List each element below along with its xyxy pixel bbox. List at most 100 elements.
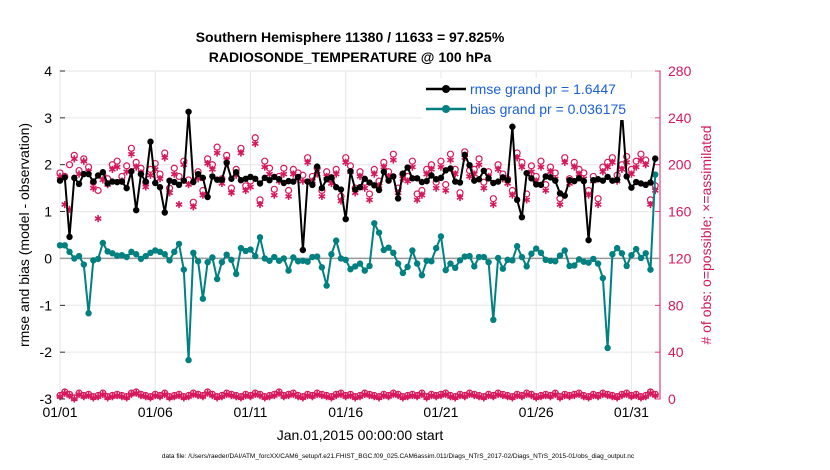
obs-assimilated-marker bbox=[237, 149, 245, 157]
bias-point bbox=[299, 257, 307, 264]
bias-point bbox=[442, 266, 449, 274]
bias-point bbox=[252, 252, 259, 260]
obs-assimilated-marker bbox=[213, 149, 221, 157]
rmse-point bbox=[123, 184, 130, 192]
rmse-point bbox=[652, 155, 659, 162]
bias-point bbox=[380, 246, 388, 254]
bias-point bbox=[199, 295, 207, 302]
y-right-tick-label: 0 bbox=[668, 391, 676, 407]
bias-point bbox=[266, 257, 273, 264]
rmse-point bbox=[518, 213, 526, 221]
rmse-point bbox=[232, 169, 240, 176]
obs-assimilated-marker bbox=[94, 215, 102, 223]
rmse-point bbox=[332, 184, 340, 191]
bias-point bbox=[552, 258, 559, 265]
bias-point bbox=[413, 260, 421, 267]
rmse-point bbox=[328, 174, 335, 181]
bias-point bbox=[609, 251, 616, 258]
rmse-point bbox=[547, 174, 554, 181]
bias-point bbox=[175, 240, 183, 248]
bias-point bbox=[247, 246, 254, 253]
chart-title-line1: Southern Hemisphere 11380 / 11633 = 97.8… bbox=[196, 29, 505, 45]
bias-point bbox=[561, 247, 568, 254]
bias-point bbox=[452, 264, 459, 271]
rmse-point bbox=[409, 175, 416, 182]
bias-point bbox=[456, 257, 464, 264]
bias-point bbox=[499, 265, 507, 272]
bias-point bbox=[71, 255, 78, 262]
x-tick-label: 01/11 bbox=[233, 404, 267, 420]
rmse-point bbox=[371, 182, 378, 189]
rmse-series bbox=[56, 107, 659, 254]
obs-assimilated-marker bbox=[161, 154, 169, 162]
rmse-point bbox=[142, 178, 149, 185]
bias-point bbox=[109, 250, 116, 257]
obs-assimilated-marker bbox=[318, 192, 326, 200]
bias-point bbox=[371, 220, 378, 227]
obs-assimilated-marker bbox=[189, 203, 197, 211]
obs-assimilated-marker bbox=[618, 165, 626, 173]
y-right-tick-label: 120 bbox=[668, 250, 692, 266]
bias-point bbox=[580, 258, 588, 265]
obs-assimilated-marker bbox=[332, 170, 340, 178]
bias-point bbox=[399, 269, 407, 277]
obs-assimilated-marker bbox=[246, 183, 254, 191]
obs-assimilated-marker bbox=[480, 184, 488, 192]
bias-point bbox=[285, 267, 292, 274]
rmse-point bbox=[642, 181, 649, 189]
rmse-point bbox=[304, 178, 311, 185]
obs-assimilated-marker bbox=[442, 186, 450, 195]
rmse-point bbox=[456, 179, 464, 186]
obs-assimilated-marker bbox=[175, 200, 183, 209]
y-left-tick-label: -3 bbox=[40, 391, 53, 407]
rmse-point bbox=[494, 178, 502, 185]
bias-point bbox=[599, 274, 607, 282]
bias-point bbox=[566, 262, 573, 270]
bias-point bbox=[537, 249, 545, 257]
rmse-point bbox=[290, 178, 297, 185]
obs-assimilated-marker bbox=[632, 163, 640, 171]
obs-assimilated-marker bbox=[608, 158, 616, 166]
obs-assimilated-marker bbox=[542, 186, 550, 195]
obs-assimilated-marker bbox=[651, 391, 659, 400]
y-left-tick-label: 2 bbox=[44, 157, 52, 173]
obs-assimilated-marker bbox=[80, 157, 88, 165]
bias-point bbox=[428, 258, 435, 265]
bias-point bbox=[113, 252, 121, 259]
y-right-tick-label: 80 bbox=[668, 297, 684, 313]
obs-assimilated-marker bbox=[70, 395, 78, 403]
rmse-point bbox=[75, 180, 83, 188]
bias-point bbox=[204, 258, 211, 266]
bias-point bbox=[318, 264, 326, 271]
rmse-point bbox=[609, 177, 616, 184]
legend-rmse-label: rmse grand pr = 1.6447 bbox=[470, 81, 616, 97]
bias-point bbox=[347, 266, 354, 273]
rmse-point bbox=[156, 184, 164, 191]
bias-point bbox=[309, 253, 316, 261]
rmse-point bbox=[132, 206, 140, 214]
obs-possible-marker bbox=[65, 161, 74, 169]
y-left-tick-label: 3 bbox=[44, 110, 52, 126]
legend-bias-label: bias grand pr = 0.036175 bbox=[470, 101, 626, 117]
bias-point bbox=[342, 256, 349, 264]
rmse-point bbox=[504, 176, 511, 184]
obs-assimilated-marker bbox=[494, 165, 502, 173]
bias-point bbox=[166, 257, 173, 264]
rmse-point bbox=[423, 177, 430, 185]
bias-point bbox=[356, 260, 364, 267]
rmse-point bbox=[561, 192, 568, 199]
bias-point bbox=[432, 244, 440, 252]
obs-assimilated-marker bbox=[227, 189, 235, 197]
obs-assimilated-marker bbox=[604, 163, 612, 171]
obs-assimilated-marker bbox=[561, 158, 569, 166]
rmse-point bbox=[213, 176, 221, 183]
bias-point bbox=[194, 258, 202, 265]
obs-assimilated-marker bbox=[475, 161, 483, 169]
bias-point bbox=[147, 249, 154, 257]
rmse-point bbox=[352, 186, 359, 193]
rmse-point bbox=[575, 175, 583, 182]
rmse-point bbox=[452, 178, 459, 185]
rmse-point bbox=[313, 163, 321, 170]
bias-point bbox=[180, 266, 188, 273]
bias-point bbox=[218, 258, 226, 266]
